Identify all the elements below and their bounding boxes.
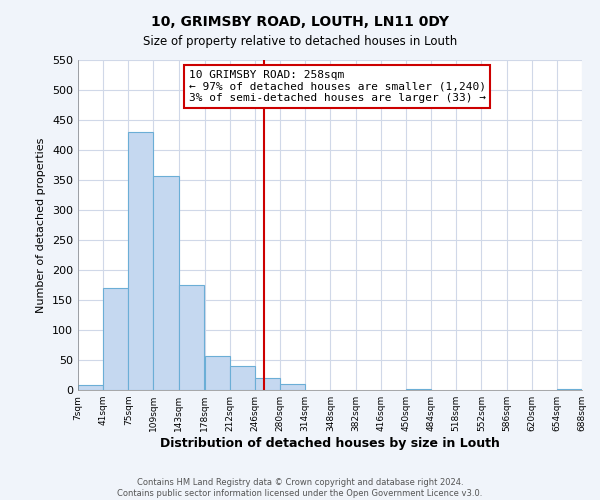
Bar	[280, 384, 305, 390]
Y-axis label: Number of detached properties: Number of detached properties	[37, 138, 46, 312]
Text: 10 GRIMSBY ROAD: 258sqm
← 97% of detached houses are smaller (1,240)
3% of semi-: 10 GRIMSBY ROAD: 258sqm ← 97% of detache…	[189, 70, 486, 103]
Bar	[406, 389, 431, 390]
Bar	[78, 385, 103, 390]
X-axis label: Distribution of detached houses by size in Louth: Distribution of detached houses by size …	[160, 437, 500, 450]
Text: Size of property relative to detached houses in Louth: Size of property relative to detached ho…	[143, 35, 457, 48]
Bar	[128, 132, 154, 390]
Bar	[179, 285, 204, 390]
Bar	[154, 176, 179, 390]
Bar	[230, 366, 255, 390]
Bar	[557, 389, 582, 390]
Bar	[255, 378, 280, 390]
Text: 10, GRIMSBY ROAD, LOUTH, LN11 0DY: 10, GRIMSBY ROAD, LOUTH, LN11 0DY	[151, 15, 449, 29]
Text: Contains HM Land Registry data © Crown copyright and database right 2024.
Contai: Contains HM Land Registry data © Crown c…	[118, 478, 482, 498]
Bar	[103, 288, 128, 390]
Bar	[205, 356, 230, 390]
